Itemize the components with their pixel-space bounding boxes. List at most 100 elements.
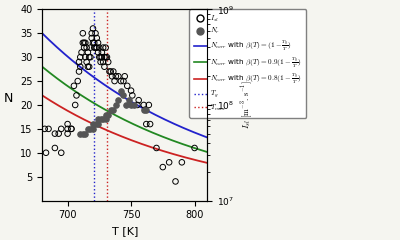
Point bbox=[92, 46, 99, 49]
Point bbox=[92, 122, 99, 126]
Point bbox=[100, 117, 106, 121]
Point bbox=[84, 46, 90, 49]
Legend: $I_{sl}$, $N_r$, $N_{corr}$ with $\beta(T)=(1-\frac{T_0}{T})$, $N_{corr}$ with $: $I_{sl}$, $N_r$, $N_{corr}$ with $\beta(… bbox=[190, 9, 306, 118]
Point bbox=[99, 50, 105, 54]
Point bbox=[130, 103, 137, 107]
Point bbox=[115, 98, 122, 102]
Point bbox=[100, 60, 106, 64]
Point bbox=[143, 108, 150, 112]
Point bbox=[140, 108, 147, 112]
Point bbox=[110, 108, 116, 112]
Point bbox=[102, 113, 109, 116]
Point bbox=[76, 70, 82, 73]
Point bbox=[72, 103, 78, 107]
Point bbox=[77, 65, 84, 69]
Point bbox=[85, 50, 91, 54]
Point bbox=[172, 180, 179, 183]
Point bbox=[85, 65, 91, 69]
Point bbox=[94, 36, 100, 40]
Point bbox=[102, 117, 109, 121]
Point bbox=[97, 55, 104, 59]
Point bbox=[92, 31, 99, 35]
Point bbox=[85, 127, 91, 131]
Point bbox=[109, 74, 115, 78]
Point bbox=[120, 79, 127, 83]
Point bbox=[96, 55, 102, 59]
Point bbox=[166, 160, 172, 164]
Point bbox=[113, 103, 119, 107]
Point bbox=[68, 127, 74, 131]
Point bbox=[80, 41, 86, 45]
Point bbox=[43, 151, 49, 155]
Point bbox=[105, 113, 112, 116]
Point bbox=[134, 103, 141, 107]
Point bbox=[106, 70, 113, 73]
Point bbox=[87, 46, 94, 49]
Point bbox=[102, 55, 109, 59]
Point bbox=[94, 46, 100, 49]
Point bbox=[105, 60, 112, 64]
Point bbox=[140, 103, 147, 107]
Point bbox=[125, 98, 132, 102]
Point bbox=[78, 50, 85, 54]
Point bbox=[88, 31, 95, 35]
Point bbox=[179, 160, 185, 164]
Point bbox=[90, 127, 96, 131]
Point bbox=[71, 84, 77, 88]
Point bbox=[81, 41, 87, 45]
Point bbox=[81, 46, 87, 49]
Point bbox=[82, 55, 88, 59]
Point bbox=[64, 127, 71, 131]
Point bbox=[52, 132, 58, 136]
Point bbox=[118, 89, 124, 93]
Point bbox=[101, 55, 108, 59]
Point bbox=[52, 146, 58, 150]
Point bbox=[64, 132, 71, 136]
Point bbox=[99, 55, 105, 59]
Point bbox=[104, 55, 110, 59]
Point bbox=[97, 60, 104, 64]
Point bbox=[122, 74, 128, 78]
Point bbox=[96, 46, 102, 49]
Point bbox=[146, 103, 152, 107]
Point bbox=[56, 132, 62, 136]
Point bbox=[123, 103, 129, 107]
Point bbox=[147, 122, 153, 126]
Point bbox=[76, 60, 82, 64]
Point bbox=[45, 127, 52, 131]
Point bbox=[108, 108, 114, 112]
Point bbox=[153, 146, 160, 150]
Point bbox=[120, 94, 127, 97]
Point bbox=[74, 79, 81, 83]
Point bbox=[87, 55, 94, 59]
Point bbox=[95, 117, 101, 121]
Point bbox=[118, 79, 124, 83]
Point bbox=[77, 55, 84, 59]
Point bbox=[124, 84, 130, 88]
Point bbox=[77, 132, 84, 136]
Point bbox=[143, 122, 150, 126]
Point bbox=[87, 127, 94, 131]
Point bbox=[90, 122, 96, 126]
Point bbox=[68, 127, 74, 131]
Point bbox=[128, 89, 134, 93]
Point bbox=[82, 132, 88, 136]
Point bbox=[80, 31, 86, 35]
Point bbox=[58, 127, 64, 131]
Point bbox=[73, 94, 80, 97]
Y-axis label: N: N bbox=[4, 92, 14, 105]
Point bbox=[90, 41, 96, 45]
Point bbox=[82, 41, 88, 45]
Point bbox=[88, 36, 95, 40]
Point bbox=[91, 46, 98, 49]
Point bbox=[128, 103, 134, 107]
Point bbox=[95, 122, 101, 126]
Point bbox=[115, 74, 122, 78]
Point bbox=[58, 151, 64, 155]
Point bbox=[95, 50, 101, 54]
Point bbox=[101, 65, 108, 69]
Point bbox=[136, 98, 142, 102]
X-axis label: T [K]: T [K] bbox=[112, 226, 138, 236]
Point bbox=[160, 165, 166, 169]
Point bbox=[86, 65, 92, 69]
